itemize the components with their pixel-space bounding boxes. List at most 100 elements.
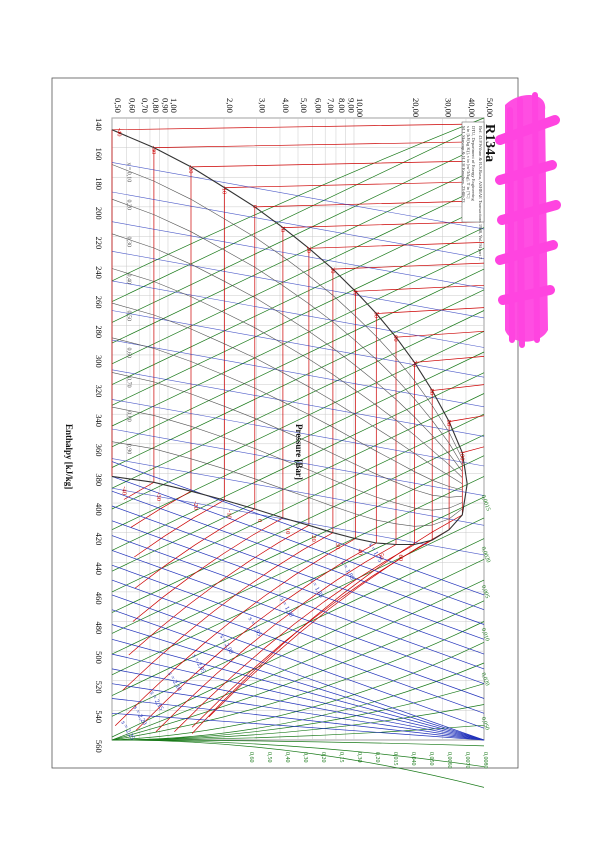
isochore-line [111, 123, 485, 302]
isochore-line [111, 372, 485, 551]
quality-label: x = 0,10 [126, 162, 132, 182]
isochore-line [111, 558, 485, 738]
vapor-isotherm-label: 30 [334, 543, 341, 550]
quality-line [111, 198, 463, 466]
isochore-edge-label: 0,20 [320, 752, 326, 763]
isentrope-line [111, 653, 485, 741]
isentrope-line [111, 683, 485, 741]
isotherm-label: -40 [116, 128, 123, 137]
isentrope-line [111, 638, 485, 741]
isochore-label: 0,050 [480, 716, 490, 731]
isentrope-line [111, 458, 485, 526]
isochore-line [111, 496, 485, 676]
x-tick-label: 480 [94, 622, 104, 635]
isotherm-label: 0 [251, 205, 258, 208]
x-tick-label: 160 [94, 148, 104, 161]
quality-label: 0,20 [126, 199, 132, 210]
y-tick-label: 8,00 [337, 98, 347, 113]
isentrope-line [111, 579, 485, 714]
isotherm-line [174, 356, 485, 732]
vapor-isotherm-label: -20 [192, 501, 199, 510]
isochore-line [111, 165, 485, 344]
isochore-label: 0,0020 [480, 546, 491, 564]
isentrope-line [111, 310, 485, 378]
isotherm-label: 70 [411, 360, 418, 367]
isochore-line [111, 330, 485, 510]
quality-label: 0,30 [126, 236, 132, 247]
isochore-edge-label: 0,20 [374, 752, 380, 763]
isochore-edge-label: 0,15 [338, 752, 344, 763]
redaction-scribble [495, 92, 561, 348]
isochore-line [111, 704, 485, 741]
vapor-isotherm-label: -10 [225, 510, 232, 519]
isochore-line [111, 476, 485, 655]
y-tick-label: 5,00 [299, 98, 309, 113]
isotherm-line [134, 181, 485, 558]
isentrope-line [111, 668, 485, 741]
isentrope-line [111, 162, 485, 230]
isochore-edge-label: 0,50 [266, 752, 272, 763]
isochore-edge-label: 0,40 [284, 752, 290, 763]
isentrope-line [111, 461, 485, 596]
isotherm-label: 90 [445, 420, 452, 427]
isotherm-line [128, 242, 485, 656]
series-line [111, 129, 468, 484]
x-tick-label: 340 [94, 414, 104, 427]
reference-line: Ref. :D.P.Wilson & R.S.Basu, ASHRAE Tran… [477, 126, 483, 261]
vapor-isotherm-label: 20 [310, 535, 317, 542]
isotherm-line [208, 415, 485, 718]
y-tick-label: 0,90 [160, 98, 170, 113]
isotherm-line [114, 284, 485, 727]
quality-label: 0,60 [126, 348, 132, 359]
isotherm-line [155, 330, 485, 732]
isochore-line [111, 517, 485, 696]
x-tick-label: 280 [94, 325, 104, 338]
isentrope-line [111, 251, 485, 319]
isotherm-line [191, 384, 485, 728]
vapor-isotherm-label: 0 [256, 519, 263, 522]
vapor-isotherm-label: 10 [284, 528, 291, 535]
isotherm-line [191, 446, 485, 734]
isochore-line [111, 621, 485, 741]
quality-line [111, 164, 463, 460]
y-axis-title: Pressure [Bar] [294, 424, 304, 480]
quality-label: 0,70 [126, 377, 132, 388]
isochore-line [111, 289, 485, 468]
quality-line [111, 406, 463, 511]
subtitle-line: s in [kJ/(kg K)], v in [m^3/kg], T in [º… [465, 126, 471, 199]
subtitle-line: DTU, Department of Energy Engineering [470, 126, 476, 202]
vapor-isotherm-label: -30 [155, 492, 162, 501]
isochore-label: 0,010 [480, 628, 490, 643]
y-tick-label: 0,50 [113, 98, 123, 113]
isotherm-line [135, 307, 485, 731]
isentrope-line [111, 520, 485, 655]
y-tick-label: 0,80 [151, 98, 161, 113]
isentrope-line [111, 487, 485, 556]
vapor-isotherm-label: 40 [356, 549, 363, 556]
isotherm-label: 20 [305, 246, 312, 253]
isochore-edge-label: 0,0080 [482, 752, 488, 769]
isentrope-line [111, 698, 485, 741]
isochore-line [111, 227, 485, 406]
y-tick-label: 7,00 [326, 98, 336, 113]
isotherm-lines [111, 123, 485, 734]
legend-box [461, 121, 485, 223]
isochore-label: 0,005 [480, 585, 490, 600]
isentrope-line [111, 624, 485, 741]
isochore-line [111, 393, 485, 572]
y-tick-label: 9,00 [346, 98, 356, 113]
isotherm-label: 50 [372, 311, 379, 318]
isochore-edge-label: 0,015 [392, 752, 398, 766]
quality-label: 0,90 [126, 444, 132, 455]
x-tick-label: 300 [94, 355, 104, 368]
isentrope-line [111, 428, 485, 496]
isochore-edge-label: 0,60 [248, 752, 254, 763]
y-tick-label: 6,00 [314, 98, 324, 113]
isochore-line [111, 455, 485, 634]
x-axis-ticks: 140 160 180 200 220 240 260 280 300 320 340 360 380 4… [64, 118, 104, 753]
isentrope-line [111, 594, 485, 729]
isochore-line [111, 144, 485, 323]
isentrope-line [111, 609, 485, 741]
isentrope-line [111, 369, 485, 437]
